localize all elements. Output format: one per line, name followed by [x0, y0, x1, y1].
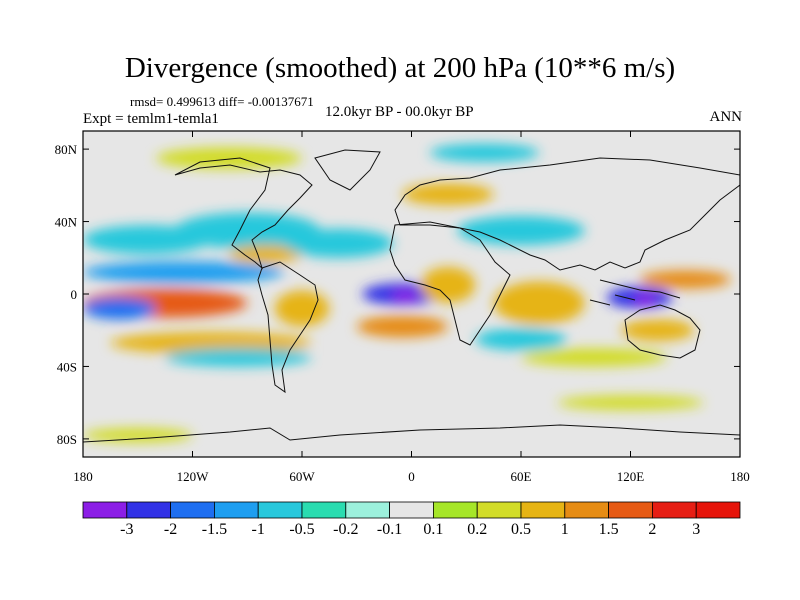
colorbar-swatch	[695, 501, 741, 519]
field-region-indian-ocean-pos	[493, 281, 585, 325]
field-region-west-pacific-pos	[639, 270, 731, 289]
colorbar-swatch	[389, 501, 434, 519]
lon-label-60E: 60E	[511, 469, 532, 484]
colorbar-swatch	[170, 501, 215, 519]
map-title: Divergence (smoothed) at 200 hPa (10**6 …	[124, 52, 676, 84]
lat-label-80N: 80N	[55, 142, 78, 157]
experiment-label: Expt = temlm1-temla1	[83, 111, 219, 127]
lon-label-180: 180	[730, 469, 750, 484]
coastline-maritime	[589, 279, 681, 306]
field-region-south-america-pos	[274, 290, 330, 327]
coastline-north-america	[174, 157, 313, 270]
colorbar-label: 1.5	[599, 521, 619, 538]
field-region-south-pacific-neg-band	[165, 348, 312, 367]
colorbar-swatch	[257, 501, 303, 519]
colorbar-label: -3	[120, 521, 133, 538]
colorbar-swatch	[652, 501, 697, 519]
colorbar-label: -0.5	[289, 521, 314, 538]
colorbar-label: 0.5	[511, 521, 531, 538]
lat-label-80S: 80S	[57, 432, 77, 447]
colorbar: -3 -2 -1.5 -1 -0.5 -0.2 -0.1 0.1 0.2 0.5 1 1.5 2 3	[82, 501, 741, 538]
divergence-field	[83, 143, 731, 443]
lon-label-120E: 120E	[617, 469, 645, 484]
colorbar-label: -2	[164, 521, 177, 538]
colorbar-swatch	[345, 501, 390, 519]
colorbar-label: 0.1	[423, 521, 443, 538]
colorbar-swatch	[126, 501, 172, 519]
coastlines	[83, 149, 740, 443]
field-region-atlantic-equator-core	[391, 290, 421, 302]
lat-label-0: 0	[71, 287, 78, 302]
colorbar-swatch	[520, 501, 566, 519]
lat-label-40N: 40N	[55, 215, 78, 230]
coastline-antarctica	[83, 424, 740, 443]
field-region-europe-pos	[402, 183, 494, 206]
coastline-africa	[389, 221, 511, 346]
colorbar-swatch	[564, 501, 609, 519]
colorbar-swatch	[476, 501, 522, 519]
field-region-antarctic-pos	[83, 428, 193, 443]
field-region-gulf-pos	[229, 245, 302, 264]
field-region-africa-pos	[420, 266, 476, 304]
colorbar-label: -1.5	[202, 521, 227, 538]
field-region-indian-ocean-neg	[475, 328, 567, 351]
field-region-north-america-neg	[174, 212, 321, 249]
coastline-greenland	[314, 149, 381, 191]
field-region-central-pacific-south-min	[83, 297, 156, 320]
lat-label-40S: 40S	[57, 359, 77, 374]
lon-label-0: 0	[408, 469, 415, 484]
colorbar-swatch	[608, 501, 653, 519]
lon-label-180: 180	[73, 469, 93, 484]
field-region-arctic-pos	[156, 147, 302, 170]
lon-label-60W: 60W	[289, 469, 315, 484]
colorbar-label: 2	[648, 521, 656, 538]
colorbar-swatch	[301, 501, 347, 519]
colorbar-label: -1	[252, 521, 265, 538]
coastline-australia	[624, 304, 701, 359]
colorbar-label: 3	[692, 521, 700, 538]
field-region-south-indian-pos	[521, 348, 667, 367]
field-region-australia-pos	[621, 319, 695, 342]
field-region-maritime-continent-core	[634, 294, 657, 305]
field-region-asia-neg	[457, 216, 585, 246]
field-region-southern-ocean-pos	[557, 395, 704, 410]
colorbar-swatch	[213, 501, 259, 519]
axis-ticks: 80N 40N 0 40S 80S 180 120W 60W 0 60E 120E 180	[55, 131, 750, 484]
coastline-south-america	[257, 261, 319, 394]
field-region-arctic-neg	[429, 143, 540, 162]
colorbar-swatch	[82, 501, 128, 519]
colorbar-label: -0.2	[333, 521, 358, 538]
field-region-east-pacific-north-min	[83, 261, 284, 284]
lon-label-120W: 120W	[177, 469, 210, 484]
colorbar-label: 0.2	[467, 521, 487, 538]
colorbar-label: -0.1	[377, 521, 402, 538]
field-region-south-atlantic-pos	[356, 315, 448, 338]
stats-line: rmsd= 0.499613 diff= -0.00137671	[130, 94, 314, 109]
season-label: ANN	[709, 109, 743, 125]
field-region-north-atlantic-neg	[283, 228, 394, 258]
field-region-south-pacific-pos-band	[110, 332, 312, 354]
period-label: 12.0kyr BP - 00.0kyr BP	[325, 104, 474, 120]
colorbar-label: 1	[561, 521, 569, 538]
colorbar-swatch	[432, 501, 478, 519]
coastline-eurasia	[394, 157, 740, 271]
